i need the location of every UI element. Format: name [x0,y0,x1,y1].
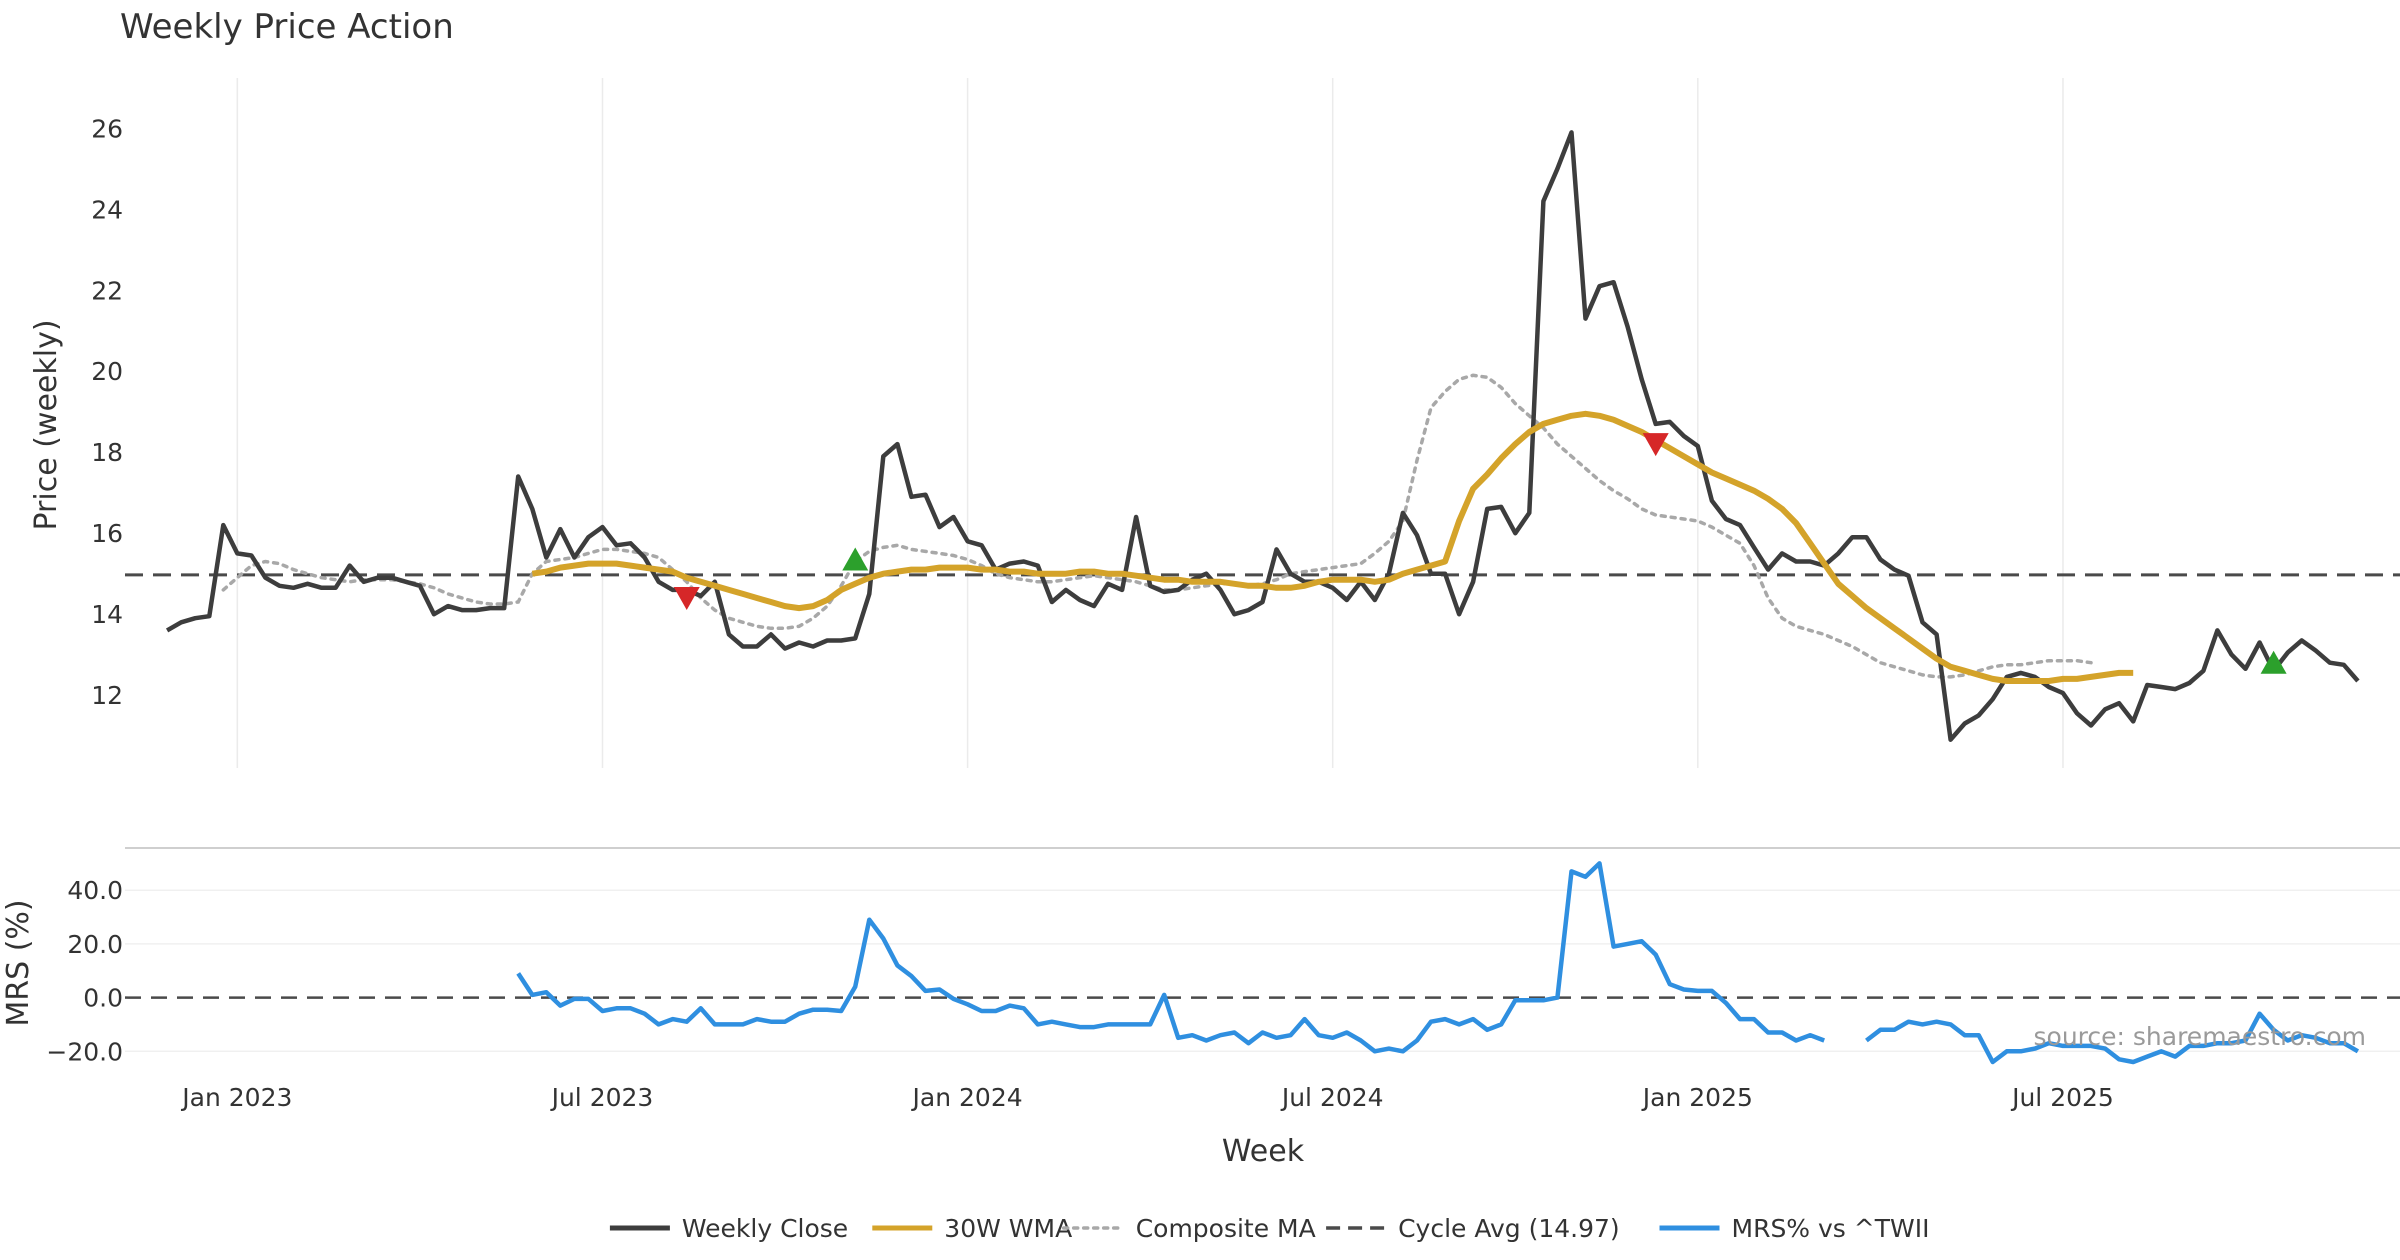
x-tick-label: Jan 2024 [911,1083,1023,1112]
price-y-ticks: 12 14 16 18 20 22 24 26 [91,114,123,710]
mrs-line [516,861,1825,1054]
wma-30w-line [531,410,2134,684]
price-y-tick-label: 12 [91,681,123,710]
sell-signal-marker [673,586,700,610]
price-y-tick-label: 18 [91,438,123,467]
legend-label: MRS% vs ^TWII [1732,1214,1930,1243]
x-tick-label: Jul 2025 [2010,1083,2114,1112]
price-y-tick-label: 24 [91,195,123,224]
mrs-y-tick-label: 20.0 [67,930,123,959]
mrs-grid [125,847,2400,1053]
series-layer [125,130,2400,1065]
signal-markers [673,433,2287,674]
x-tick-label: Jul 2024 [1280,1083,1384,1112]
price-y-tick-label: 14 [91,600,123,629]
sell-signal-marker [1642,433,1669,457]
mrs-y-tick-label: −20.0 [46,1037,123,1066]
source-note: source: sharemaestro.com [2034,1022,2367,1051]
legend-label: 30W WMA [944,1214,1072,1243]
buy-signal-marker [2260,650,2287,674]
mrs-y-tick-label: 40.0 [67,876,123,905]
mrs-y-axis-label: MRS (%) [1,899,36,1026]
mrs-line [1865,1011,2360,1065]
mrs-y-tick-label: 0.0 [83,984,123,1013]
price-y-axis-label: Price (weekly) [29,319,64,530]
weekly-close-line [165,130,2360,742]
legend: Weekly Close 30W WMA Composite MA Cycle Avg… [609,1214,1930,1243]
chart-title: Weekly Price Action [120,7,454,47]
x-tick-label: Jan 2025 [1641,1083,1753,1112]
price-y-tick-label: 26 [91,114,123,143]
price-y-tick-label: 22 [91,276,123,305]
price-grid [236,78,2064,768]
price-y-tick-label: 16 [91,519,123,548]
legend-label: Weekly Close [682,1214,848,1243]
x-tick-label: Jul 2023 [550,1083,654,1112]
mrs-y-ticks: 40.0 20.0 0.0 −20.0 [46,876,123,1066]
x-tick-label: Jan 2023 [180,1083,292,1112]
x-axis-label: Week [1222,1134,1305,1169]
price-y-tick-label: 20 [91,357,123,386]
legend-label: Composite MA [1136,1214,1316,1243]
composite-ma-line [221,373,2093,679]
buy-signal-marker [842,547,869,571]
legend-label: Cycle Avg (14.97) [1398,1214,1620,1243]
x-ticks: Jan 2023 Jul 2023 Jan 2024 Jul 2024 Jan 2025… [180,1083,2114,1112]
